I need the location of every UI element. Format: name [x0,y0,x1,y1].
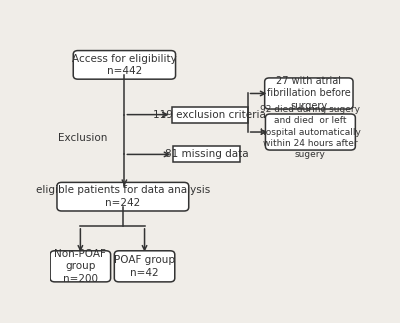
Text: 27 with atrial
fibrillation before
surgery: 27 with atrial fibrillation before surge… [267,76,351,111]
Text: 119 exclusion criteria: 119 exclusion criteria [153,109,266,120]
FancyBboxPatch shape [50,251,111,282]
FancyBboxPatch shape [173,146,240,162]
FancyBboxPatch shape [266,114,355,150]
Text: Access for eligibility
n=442: Access for eligibility n=442 [72,54,177,76]
FancyBboxPatch shape [57,182,189,211]
FancyBboxPatch shape [73,51,176,79]
Text: 81 missing data: 81 missing data [165,150,248,160]
FancyBboxPatch shape [172,107,248,123]
Text: POAF group
n=42: POAF group n=42 [114,255,175,277]
FancyBboxPatch shape [265,78,353,109]
Text: Exclusion: Exclusion [58,133,107,143]
Text: Non-POAF
group
n=200: Non-POAF group n=200 [54,249,106,284]
Text: 92 died during sugery
and died  or left
hospital automatically
within 24 hours a: 92 died during sugery and died or left h… [260,105,361,159]
Text: eligible patients for data analysis
n=242: eligible patients for data analysis n=24… [36,185,210,208]
FancyBboxPatch shape [114,251,175,282]
